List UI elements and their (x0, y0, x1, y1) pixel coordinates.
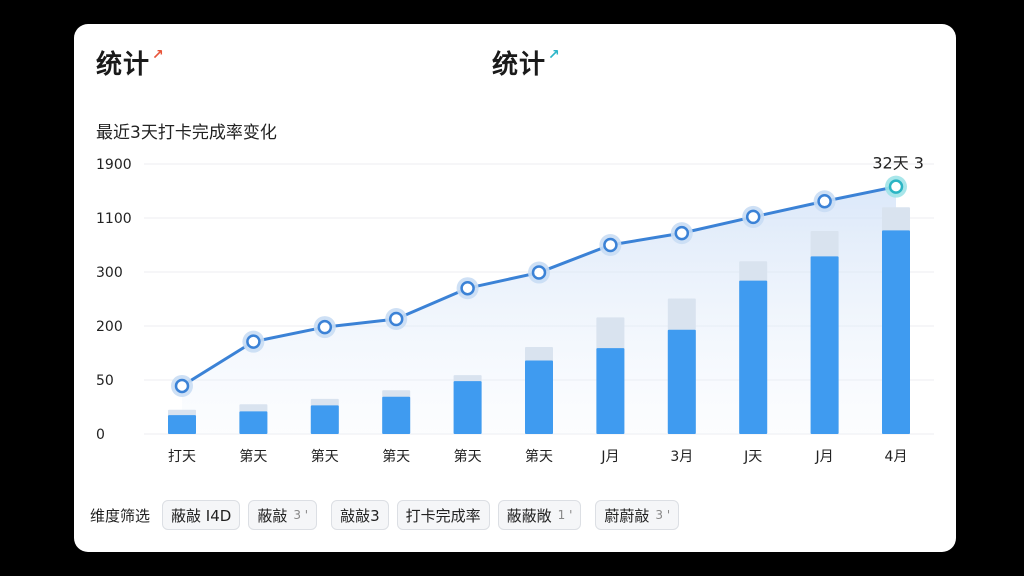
bar (739, 280, 768, 434)
bar (667, 329, 696, 434)
data-point (317, 319, 333, 335)
end-value-label: 32天 3 (872, 154, 924, 173)
tab-stats-left-label: 统计 (96, 50, 151, 80)
completion-rate-chart: 0 50 200 300 1100 1900 32天 3 打天 第天 第天 第天 第天 第天 J月 3月 J天… (96, 154, 934, 465)
data-point (745, 209, 761, 225)
x-tick-label: 第天 (239, 448, 267, 465)
y-tick-label: 1100 (96, 211, 132, 227)
data-point (174, 378, 190, 394)
filter-chip-6-suffix: 3 ' (655, 508, 671, 522)
trend-up-arrow-icon: ↗ (548, 47, 561, 63)
filter-chip-4[interactable]: 打卡完成率 (396, 500, 490, 530)
filter-label: 维度筛选 (90, 506, 151, 525)
bar (239, 411, 268, 434)
x-tick-label: 打天 (168, 448, 196, 465)
x-tick-label: 4月 (885, 449, 908, 465)
data-point (246, 334, 261, 349)
bar (310, 405, 339, 434)
filter-chip-4-text: 打卡完成率 (405, 506, 481, 525)
x-tick-label: 3月 (670, 449, 693, 465)
data-point (531, 265, 547, 280)
bar (453, 381, 482, 434)
y-tick-label: 200 (96, 319, 123, 335)
bar (525, 360, 553, 434)
y-tick-label: 300 (96, 265, 123, 281)
bar (882, 230, 910, 434)
filter-chip-6-text: 蔚蔚敲 (604, 506, 650, 525)
trend-up-arrow-icon: ↗ (152, 47, 165, 63)
filter-chip-5[interactable]: 蔽蔽敞 1 ' (497, 500, 582, 530)
x-tick-label: J月 (815, 449, 834, 465)
bar (382, 396, 411, 434)
filter-chip-3-text: 敲敲3 (340, 506, 380, 525)
filter-chip-6[interactable]: 蔚蔚敲 3 ' (595, 500, 680, 530)
data-point (603, 237, 618, 253)
x-tick-label: 第天 (311, 448, 339, 465)
data-point (388, 311, 404, 327)
x-tick-label: J月 (600, 449, 619, 465)
tab-stats-right-label: 统计 (492, 50, 547, 80)
bar (596, 348, 625, 434)
filter-chip-1-text: 蔽敲 I4D (171, 506, 232, 525)
filter-chip-2[interactable]: 蔽敲 3 ' (248, 500, 318, 530)
filter-chip-2-suffix: 3 ' (293, 508, 309, 522)
x-tick-label: 第天 (525, 448, 553, 465)
data-point (888, 179, 904, 194)
filter-chip-2-text: 蔽敲 (257, 506, 288, 525)
bar (810, 256, 839, 434)
y-tick-label: 0 (96, 427, 105, 443)
x-tick-label: 第天 (382, 448, 410, 465)
filter-chip-5-text: 蔽蔽敞 (506, 506, 552, 525)
stats-card: 统计 ↗ 统计 ↗ 最近3天打卡完成率变化 0 50 200 300 1100 1900 32天… (74, 24, 956, 552)
tab-stats-right[interactable]: 统计 ↗ (492, 44, 561, 81)
filter-chip-1[interactable]: 蔽敲 I4D (162, 500, 241, 530)
tab-stats-left[interactable]: 统计 ↗ (96, 44, 165, 81)
trend-area (182, 186, 896, 434)
bar (168, 415, 196, 434)
filter-chip-3[interactable]: 敲敲3 (331, 500, 389, 530)
data-point (674, 225, 690, 241)
filter-bar: 维度筛选 蔽敲 I4D 蔽敲 3 ' 敲敲3 打卡完成率 蔽蔽敞 1 ' 蔚蔚敲… (90, 498, 680, 532)
x-tick-label: 第天 (454, 448, 482, 465)
y-tick-label: 1900 (96, 157, 132, 173)
data-point (460, 280, 475, 296)
y-tick-label: 50 (96, 373, 114, 389)
data-point (817, 194, 832, 209)
x-tick-label: J天 (743, 449, 762, 465)
chart-subtitle: 最近3天打卡完成率变化 (96, 123, 277, 143)
filter-chip-5-suffix: 1 ' (557, 508, 573, 522)
